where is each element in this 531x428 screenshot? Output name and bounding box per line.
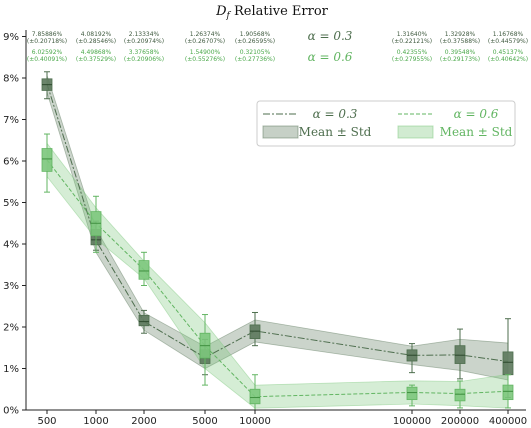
std-annotation: (±0.26595%) bbox=[235, 38, 275, 45]
std-annotation: (±0.27955%) bbox=[392, 56, 432, 63]
box-iqr bbox=[502, 351, 514, 376]
x-tick-label: 500 bbox=[37, 416, 56, 427]
std-annotation: (±0.44579%) bbox=[488, 38, 528, 45]
mean-line-series-0 bbox=[46, 83, 509, 363]
mean-annotation: 0.39548% bbox=[445, 49, 476, 56]
std-annotation: (±0.28546%) bbox=[76, 38, 116, 45]
boxplot-series-1-1000 bbox=[90, 195, 102, 253]
legend-label-band-alpha-03: Mean ± Std bbox=[299, 125, 372, 139]
mean-annotation: 1.54900% bbox=[190, 49, 221, 56]
y-tick-label: 7% bbox=[3, 115, 19, 126]
y-tick-label: 5% bbox=[3, 198, 19, 209]
mean-annotation: 1.31640% bbox=[397, 31, 428, 38]
std-annotation: (±0.40642%) bbox=[488, 56, 528, 63]
std-annotation: (±0.27736%) bbox=[235, 56, 275, 63]
boxplot-series-0-2000 bbox=[138, 309, 150, 334]
x-tick-label: 10000 bbox=[239, 416, 271, 427]
x-tick-label: 100000 bbox=[393, 416, 431, 427]
box-iqr bbox=[406, 386, 418, 401]
std-annotation: (±0.55276%) bbox=[185, 56, 225, 63]
mean-annotation: 7.85886% bbox=[32, 31, 63, 38]
y-tick-label: 6% bbox=[3, 157, 19, 168]
std-annotation: (±0.26707%) bbox=[185, 38, 225, 45]
legend: α = 0.3 Mean ± Std α = 0.6 Mean ± Std bbox=[256, 100, 516, 147]
mean-annotation: 0.45137% bbox=[493, 49, 524, 56]
box-iqr bbox=[454, 345, 466, 364]
legend-frame bbox=[256, 100, 516, 147]
value-annotations: 7.85886%(±0.20718%) 4.08192%(±0.28546%) 2.… bbox=[27, 31, 528, 63]
boxplot-series-0-200000 bbox=[454, 328, 466, 380]
y-tick-label: 0% bbox=[3, 406, 19, 417]
mean-annotation: 0.32105% bbox=[240, 49, 271, 56]
x-tick-label: 2000 bbox=[131, 416, 156, 427]
boxplots bbox=[41, 71, 514, 411]
std-annotation: (±0.37588%) bbox=[440, 38, 480, 45]
x-tick-label: 400000 bbox=[489, 416, 527, 427]
legend-band-alpha-06 bbox=[397, 125, 434, 139]
std-annotation: (±0.40091%) bbox=[27, 56, 67, 63]
std-annotation: (±0.37529%) bbox=[76, 56, 116, 63]
mean-annotation: 6.02592% bbox=[32, 49, 63, 56]
box-iqr bbox=[454, 388, 466, 402]
std-annotation: (±0.20906%) bbox=[124, 56, 164, 63]
mean-annotation: 3.37658% bbox=[129, 49, 160, 56]
mean-annotation: 4.49868% bbox=[81, 49, 112, 56]
chart-title: Df Relative Error bbox=[215, 4, 329, 21]
legend-label-alpha-03: α = 0.3 bbox=[313, 107, 358, 121]
mean-annotation: 0.42355% bbox=[397, 49, 428, 56]
legend-band-alpha-03 bbox=[262, 125, 299, 139]
x-ticks: 500 1000 2000 5000 10000 100000 200000 400000 bbox=[37, 410, 527, 427]
std-annotation: (±0.22121%) bbox=[392, 38, 432, 45]
boxplot-series-1-5000 bbox=[199, 314, 211, 386]
boxplot-series-0-100000 bbox=[406, 343, 418, 374]
legend-label-alpha-06: α = 0.6 bbox=[454, 107, 499, 121]
y-tick-label: 2% bbox=[3, 323, 19, 334]
y-ticks: 0% 1% 2% 3% 4% 5% 6% 7% 8% 9% bbox=[3, 32, 26, 417]
y-tick-label: 8% bbox=[3, 74, 19, 85]
x-tick-label: 5000 bbox=[192, 416, 217, 427]
box-iqr bbox=[249, 324, 261, 340]
mean-line-series-1 bbox=[46, 159, 509, 398]
mean-annotation: 1.26374% bbox=[190, 31, 221, 38]
boxplot-series-0-10000 bbox=[249, 311, 261, 347]
mean-lines bbox=[46, 83, 509, 398]
title-main: D bbox=[215, 4, 227, 19]
title-rest: Relative Error bbox=[230, 4, 329, 19]
mean-annotation: 4.08192% bbox=[81, 31, 112, 38]
series-label-alpha-03: α = 0.3 bbox=[308, 29, 353, 43]
box-iqr bbox=[138, 314, 150, 327]
boxplot-series-0-500 bbox=[41, 71, 53, 100]
box-iqr bbox=[502, 384, 514, 401]
boxplot-series-1-2000 bbox=[138, 251, 150, 286]
boxplot-series-1-500 bbox=[41, 133, 53, 193]
y-tick-label: 9% bbox=[3, 32, 19, 43]
title-sub: f bbox=[226, 11, 232, 21]
axes bbox=[25, 30, 526, 411]
boxplot-series-1-200000 bbox=[454, 380, 466, 409]
series-label-alpha-06: α = 0.6 bbox=[308, 50, 353, 64]
y-tick-label: 3% bbox=[3, 281, 19, 292]
x-tick-label: 1000 bbox=[83, 416, 108, 427]
std-annotation: (±0.20718%) bbox=[27, 38, 67, 45]
box-iqr bbox=[249, 388, 261, 405]
x-tick-label: 200000 bbox=[441, 416, 479, 427]
y-tick-label: 4% bbox=[3, 240, 19, 251]
box-iqr bbox=[41, 148, 53, 172]
y-tick-label: 1% bbox=[3, 364, 19, 375]
std-annotation: (±0.29173%) bbox=[440, 56, 480, 63]
mean-annotation: 2.13334% bbox=[129, 31, 160, 38]
mean-annotation: 1.90568% bbox=[240, 31, 271, 38]
legend-label-band-alpha-06: Mean ± Std bbox=[440, 125, 513, 139]
boxplot-series-1-400000 bbox=[502, 374, 514, 409]
std-annotation: (±0.20974%) bbox=[124, 38, 164, 45]
boxplot-series-1-100000 bbox=[406, 384, 418, 407]
mean-annotation: 1.32928% bbox=[445, 31, 476, 38]
box-iqr bbox=[138, 260, 150, 280]
mean-annotation: 1.16768% bbox=[493, 31, 524, 38]
